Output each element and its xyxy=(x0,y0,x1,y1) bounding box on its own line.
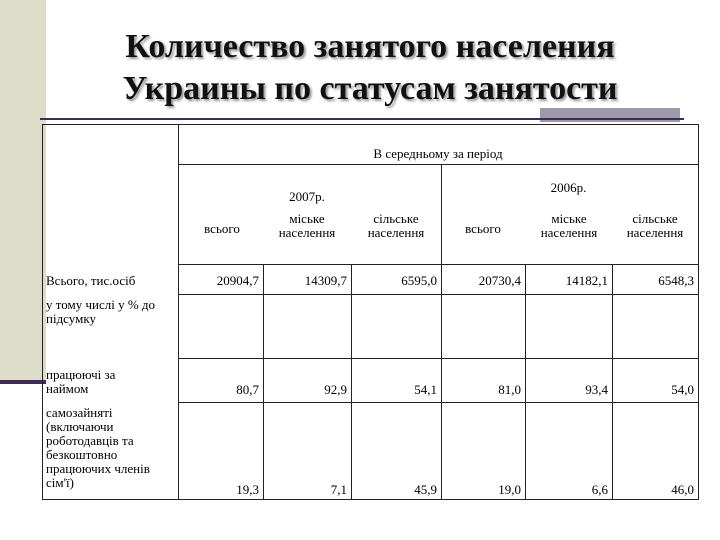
cell-total-2006-rural: 6548,3 xyxy=(658,273,694,288)
subheader-2006-total: всього xyxy=(465,221,501,236)
cell-selfemployed-2007-all: 19,3 xyxy=(236,482,259,497)
row-label-self-employed: самозайняті (включаючи роботодавців та б… xyxy=(46,405,150,490)
cell-selfemployed-2007-rural: 45,9 xyxy=(414,482,437,497)
subheader-2006-urban: міське населення xyxy=(540,211,598,240)
cell-total-2007-all: 20904,7 xyxy=(216,273,259,288)
subheader-2007-total: всього xyxy=(204,221,240,236)
year-2007-header: 2007р. xyxy=(289,189,325,204)
cell-employees-2006-all: 81,0 xyxy=(498,382,521,397)
cell-employees-2006-urban: 93,4 xyxy=(585,382,608,397)
decorative-side-bar xyxy=(0,0,46,384)
title-underline xyxy=(40,118,684,120)
title-line-2: Украины по статусам занятости xyxy=(122,70,618,107)
year-2006-header: 2006р. xyxy=(550,180,587,195)
cell-total-2006-all: 20730,4 xyxy=(478,273,521,288)
cell-selfemployed-2007-urban: 7,1 xyxy=(330,482,347,497)
title-line-1: Количество занятого населения xyxy=(125,28,615,65)
cell-employees-2006-rural: 54,0 xyxy=(671,382,694,397)
cell-total-2006-urban: 14182,1 xyxy=(565,273,608,288)
cell-total-2007-urban: 14309,7 xyxy=(304,273,347,288)
row-label-in-percent: у тому числі у % до підсумку xyxy=(46,297,156,326)
cell-employees-2007-all: 80,7 xyxy=(236,382,259,397)
cell-selfemployed-2006-rural: 46,0 xyxy=(671,482,694,497)
decorative-accent-line xyxy=(0,380,46,384)
period-header: В середньому за період xyxy=(373,146,503,161)
cell-total-2007-rural: 6595,0 xyxy=(401,273,437,288)
subheader-2007-urban: міське населення xyxy=(278,211,336,240)
row-label-total: Всього, тис.осіб xyxy=(46,273,136,288)
cell-selfemployed-2006-urban: 6,6 xyxy=(591,482,608,497)
subheader-2007-rural: сільське населення xyxy=(367,211,425,240)
row-label-employees: працюючі за наймом xyxy=(46,367,116,396)
cell-employees-2007-rural: 54,1 xyxy=(414,382,437,397)
subheader-2006-rural: сільське населення xyxy=(626,211,684,240)
cell-selfemployed-2006-all: 19,0 xyxy=(498,482,521,497)
cell-employees-2007-urban: 92,9 xyxy=(324,382,347,397)
slide-title: Количество занятого населения Украины по… xyxy=(60,26,680,110)
